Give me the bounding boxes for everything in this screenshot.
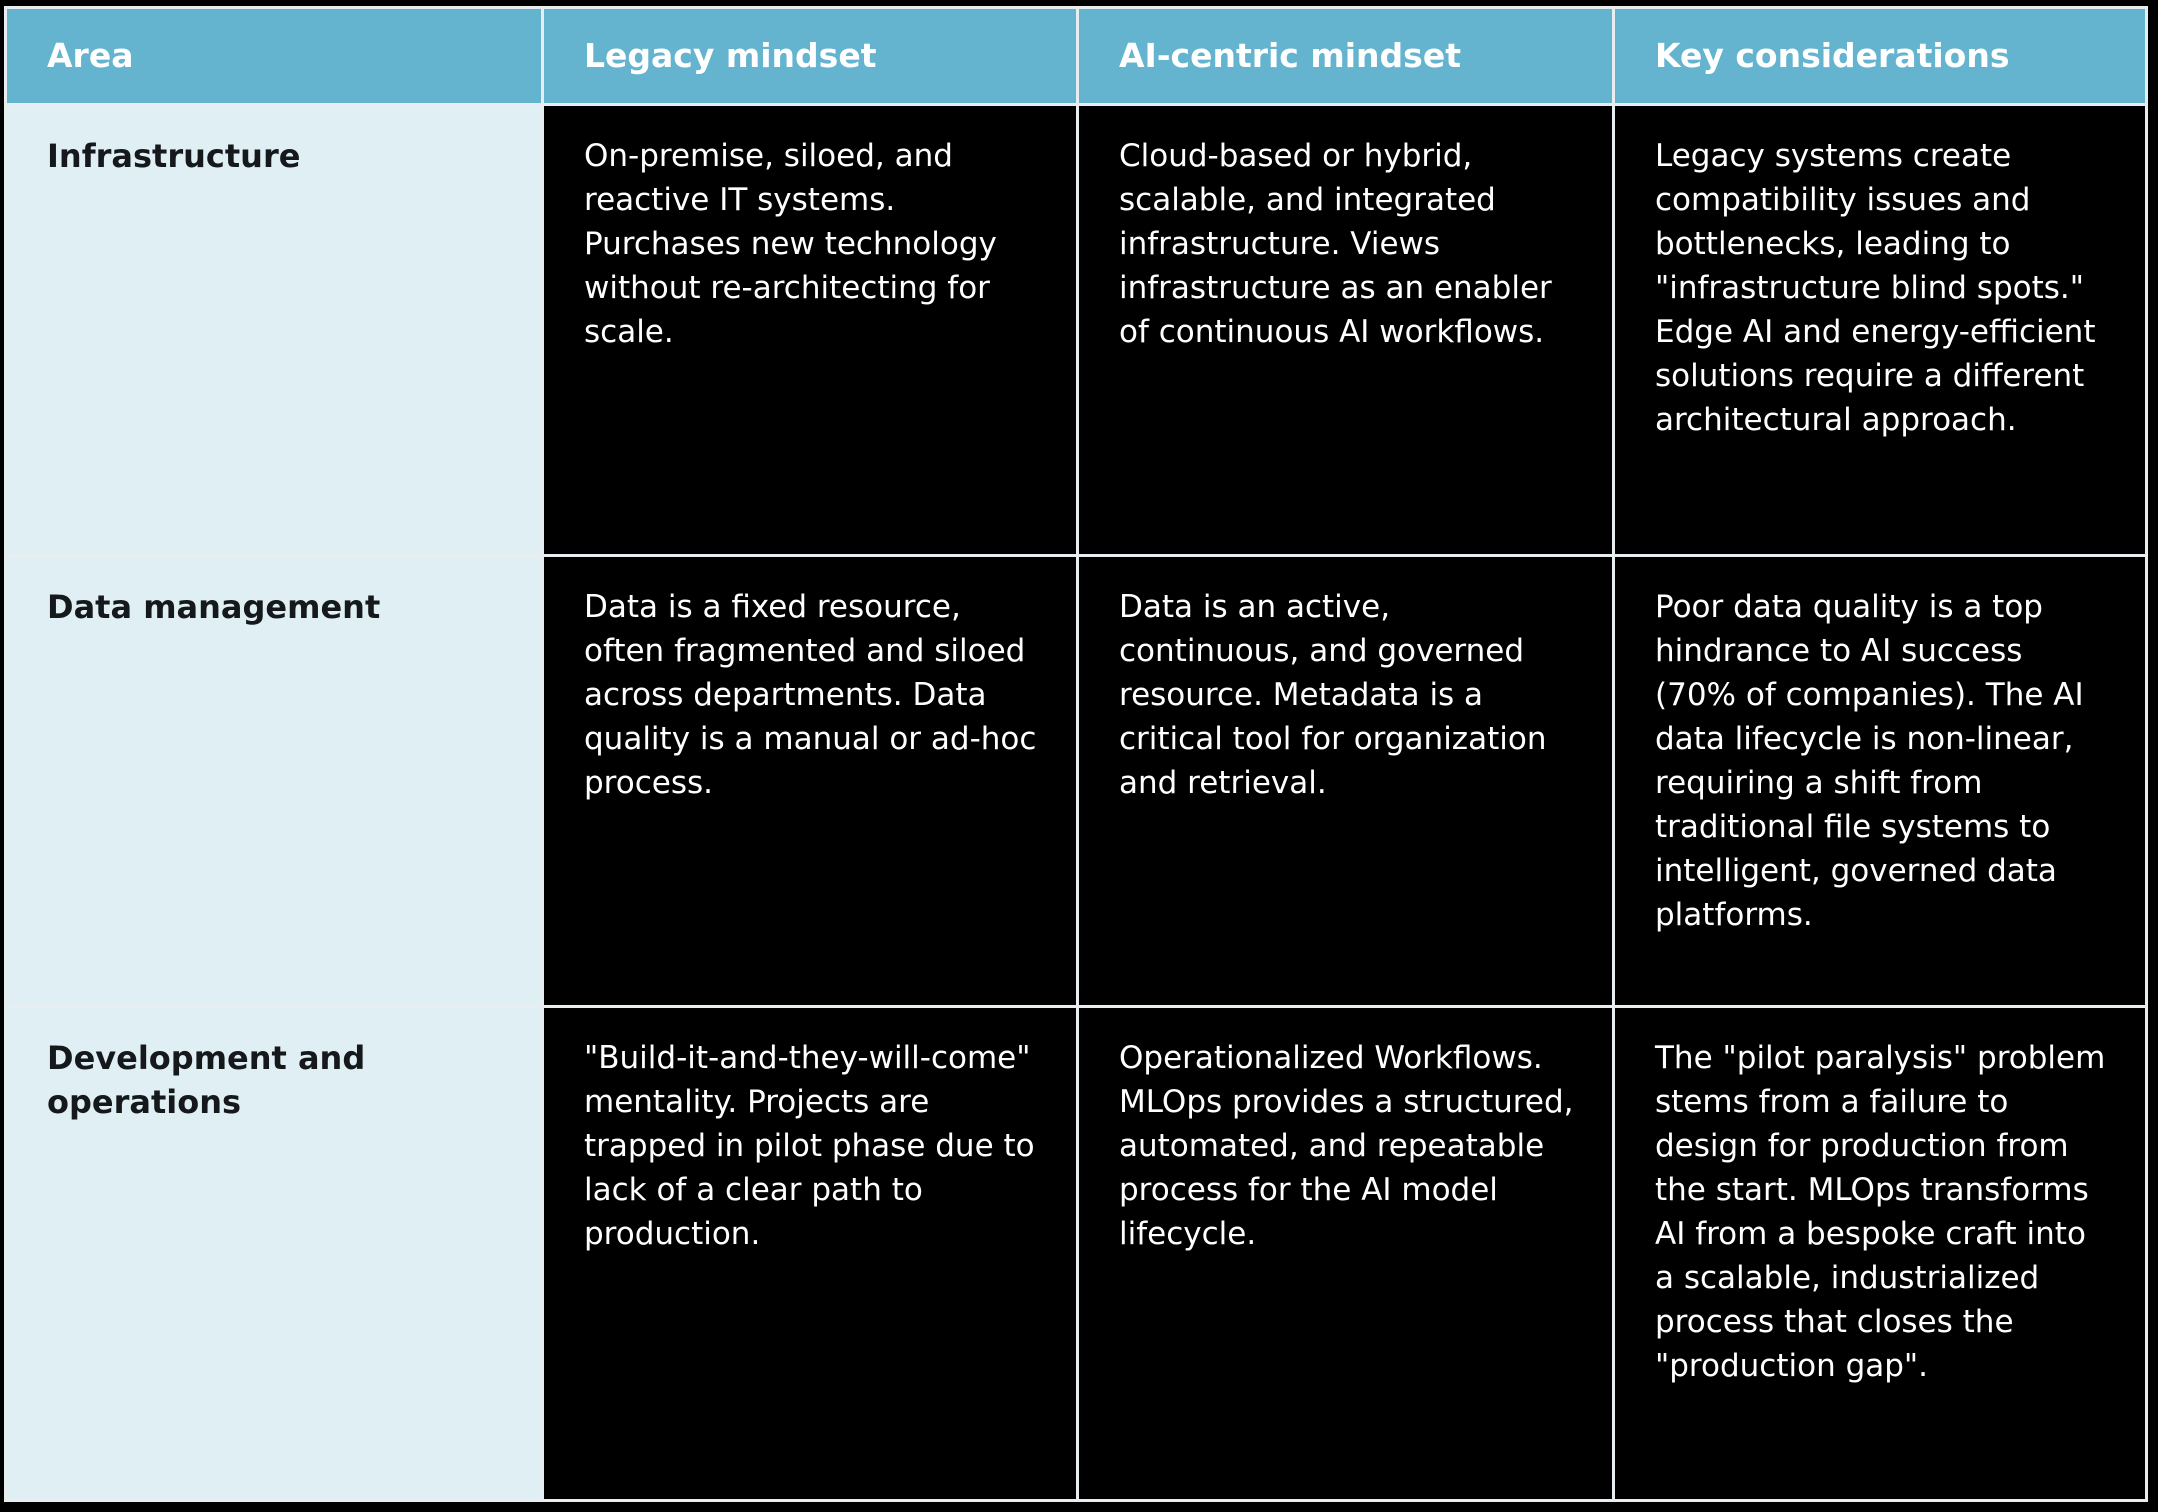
- legacy-cell: "Build-it-and-they-will-come" mentality.…: [544, 1008, 1079, 1499]
- legacy-cell: On-premise, siloed, and reactive IT syst…: [544, 106, 1079, 557]
- area-cell: Development and operations: [7, 1008, 544, 1499]
- header-key-considerations: Key considerations: [1615, 9, 2145, 106]
- key-cell: The "pilot paralysis" problem stems from…: [1615, 1008, 2145, 1499]
- header-ai-centric: AI-centric mindset: [1079, 9, 1615, 106]
- key-cell: Poor data quality is a top hindrance to …: [1615, 557, 2145, 1008]
- key-cell: Legacy systems create compatibility issu…: [1615, 106, 2145, 557]
- comparison-table: Area Legacy mindset AI-centric mindset K…: [4, 6, 2148, 1502]
- ai-cell: Operationalized Workflows. MLOps provide…: [1079, 1008, 1615, 1499]
- area-cell: Infrastructure: [7, 106, 544, 557]
- header-area: Area: [7, 9, 544, 106]
- header-legacy: Legacy mindset: [544, 9, 1079, 106]
- ai-cell: Cloud-based or hybrid, scalable, and int…: [1079, 106, 1615, 557]
- legacy-cell: Data is a fixed resource, often fragment…: [544, 557, 1079, 1008]
- area-cell: Data management: [7, 557, 544, 1008]
- ai-cell: Data is an active, continuous, and gover…: [1079, 557, 1615, 1008]
